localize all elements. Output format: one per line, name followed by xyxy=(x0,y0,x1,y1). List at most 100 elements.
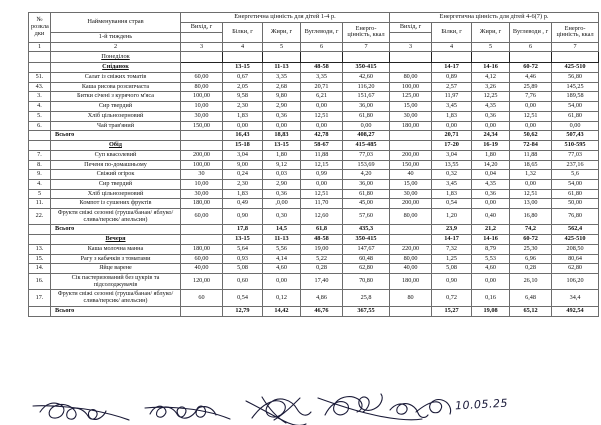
dish-protein-right: 0,00 xyxy=(431,120,473,132)
dish-carbs-left: 11,70 xyxy=(300,198,343,209)
meal-norm-protein-right: 17-20 xyxy=(431,140,473,151)
total-kcal-left: 367,55 xyxy=(341,305,391,317)
dish-kcal-right: 62,80 xyxy=(551,263,600,274)
dish-fat-left: 2,90 xyxy=(262,178,301,190)
group-header-1-4: Енергетична цінність для дітей 1-4 р. xyxy=(179,12,391,23)
meal-out-left-blank xyxy=(180,62,223,74)
meal-name-Сніданок: Сніданок xyxy=(50,62,181,74)
dish-fat-right: 4,35 xyxy=(471,178,511,190)
dish-kcal-right: 189,58 xyxy=(551,91,600,103)
total-carbs-right: 50,62 xyxy=(509,130,553,142)
dish-kcal-left: 60,48 xyxy=(341,253,391,265)
meal-norm-carbs-right: 60-72 xyxy=(509,62,553,74)
handwritten-date: 10.05.25 xyxy=(454,396,509,413)
day-no-blank xyxy=(28,51,51,64)
dish-out-left: 180,00 xyxy=(180,243,223,255)
total-fat-right: 21,2 xyxy=(471,224,511,236)
total-carbs-left: 61,8 xyxy=(300,224,343,236)
menu-table: № розкла дки Найменування страв Енергетична … xyxy=(28,12,600,317)
dish-row: 6. Чай трав'яний 150,00 0,00 0,00 0,00 0,00 180… xyxy=(28,120,600,132)
meal-norm-kcal-left: 350-415 xyxy=(341,234,391,245)
dish-carbs-left: 12,60 xyxy=(300,207,343,226)
meal-out-right-blank xyxy=(389,234,433,245)
meal-norm-kcal-right: 425-510 xyxy=(551,62,600,74)
dish-name: Хліб цільнозерновий xyxy=(50,188,181,200)
meal-out-right-blank xyxy=(389,140,433,151)
dish-carbs-right: 0,28 xyxy=(509,263,553,274)
dish-kcal-left: 147,67 xyxy=(341,243,391,255)
dish-kcal-right: 56,80 xyxy=(551,72,600,83)
dish-carbs-left: 0,00 xyxy=(300,101,343,112)
dish-out-right: 125,00 xyxy=(389,91,433,103)
dish-number: 11. xyxy=(28,198,51,209)
dish-out-right: 15,00 xyxy=(389,101,433,112)
dish-name: Сік пастеризований без цукрів та підсоло… xyxy=(50,272,181,291)
dish-protein-left: 0,49 xyxy=(222,198,263,209)
dish-fat-left: 0,00 xyxy=(262,272,301,291)
dish-kcal-right: 76,80 xyxy=(551,207,600,226)
dish-fat-left: 0,03 xyxy=(262,169,301,180)
dish-fat-left: 1,80 xyxy=(262,149,301,161)
dish-protein-right: 1,83 xyxy=(431,188,473,200)
meal-norm-fat-left: 11-13 xyxy=(262,234,301,245)
meal-norm-carbs-left: 48-58 xyxy=(300,62,343,74)
col-header-protein-left: Білки, г xyxy=(222,21,263,43)
total-fat-right: 24,34 xyxy=(471,130,511,142)
week-label: 1-й тиждень xyxy=(50,31,181,43)
total-carbs-right: 74,2 xyxy=(509,224,553,236)
dish-name: Каша рисова розсипчаста xyxy=(50,81,181,93)
dish-kcal-left: 25,8 xyxy=(341,289,391,307)
column-index-7-6: 7 xyxy=(341,41,391,53)
dish-kcal-left: 116,20 xyxy=(341,81,391,93)
total-fat-left: 14,42 xyxy=(262,305,301,317)
dish-fat-left: 2,68 xyxy=(262,81,301,93)
day-blank-cell-5 xyxy=(389,51,433,64)
header-row-out: Вихід, г Білки, г Жири, г Вуглеводи, г Енерг… xyxy=(29,21,600,43)
dish-kcal-left: 61,80 xyxy=(341,188,391,200)
dish-out-left: 80,00 xyxy=(180,81,223,93)
column-index-7-11: 7 xyxy=(551,41,600,53)
day-row: Понеділок xyxy=(28,51,600,64)
dish-out-right: 30,00 xyxy=(389,110,433,122)
dish-carbs-right: 0,00 xyxy=(509,120,553,132)
dish-protein-right: 1,83 xyxy=(431,110,473,122)
header-row-week: 1-й тиждень xyxy=(29,31,599,43)
meal-norm-kcal-left: 415-485 xyxy=(341,140,391,151)
meal-total-row: Всього 17,8 14,5 61,8 435,3 23,9 21,2 74,2 562,4 xyxy=(28,224,600,236)
dish-number: 22. xyxy=(28,207,51,226)
dish-kcal-left: 61,80 xyxy=(341,110,391,122)
dish-number: 9. xyxy=(28,169,51,180)
dish-kcal-left: 77,03 xyxy=(341,149,391,161)
meal-no-blank xyxy=(28,140,51,151)
dish-fat-right: 4,35 xyxy=(471,101,511,112)
dish-kcal-right: 5,6 xyxy=(551,169,600,180)
day-blank-cell-9 xyxy=(551,51,600,64)
dish-kcal-left: 36,00 xyxy=(341,101,391,112)
dish-carbs-right: 26,10 xyxy=(509,272,553,291)
dish-fat-left: 3,35 xyxy=(262,72,301,83)
dish-carbs-left: 0,28 xyxy=(300,263,343,274)
dish-protein-right: 3,04 xyxy=(431,149,473,161)
dish-number: 3. xyxy=(28,91,51,103)
total-carbs-right: 65,12 xyxy=(509,305,553,317)
column-index-4-8: 4 xyxy=(431,41,473,53)
dish-protein-left: 0,54 xyxy=(222,289,263,307)
dish-out-right: 200,00 xyxy=(389,149,433,161)
dish-number: 13. xyxy=(28,243,51,255)
dish-fat-left: 0,30 xyxy=(262,207,301,226)
dish-row: 3. Битки січені з курячого м'яса 100,00 9,5… xyxy=(28,91,600,103)
dish-row: 8. Печеня по-домашньому 100,00 9,00 9,12 12,1… xyxy=(28,159,600,171)
dish-protein-left: 2,30 xyxy=(222,101,263,112)
meal-name-Вечеря: Вечеря xyxy=(50,234,181,245)
dish-fat-right: 8,79 xyxy=(471,243,511,255)
col-header-fat-left: Жири, г xyxy=(262,21,301,43)
dish-carbs-left: 0,99 xyxy=(300,169,343,180)
total-protein-right: 20,71 xyxy=(431,130,473,142)
dish-number: 15. xyxy=(28,253,51,265)
col-header-energy-left: Енерго-цінність, ккал xyxy=(341,21,391,43)
dish-out-right: 40 xyxy=(389,169,433,180)
dish-fat-left: 0,36 xyxy=(262,188,301,200)
dish-row: 4. Сир твердий 10,00 2,30 2,90 0,00 36,00 15,00… xyxy=(28,101,600,112)
dish-kcal-right: 54,00 xyxy=(551,178,600,190)
meal-norm-kcal-right: 510-595 xyxy=(551,140,600,151)
